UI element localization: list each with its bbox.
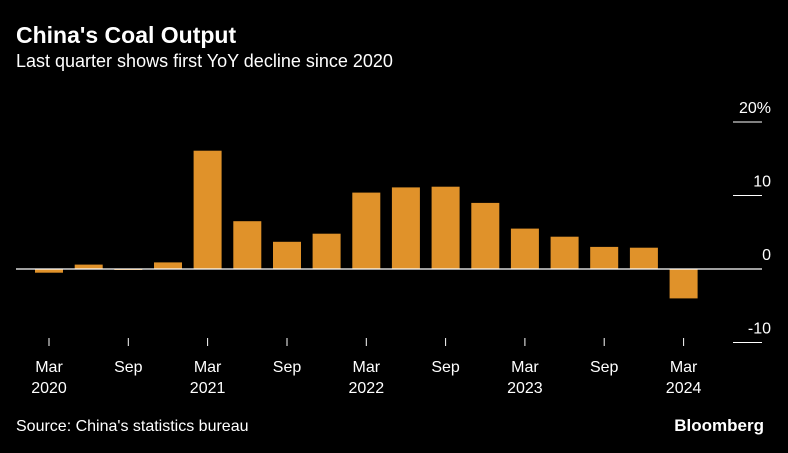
y-axis: 20% 10 0 -10	[733, 100, 771, 343]
bar-jun-2023	[550, 236, 579, 269]
y-tick-label: -10	[748, 321, 771, 338]
bar-dec-2022	[471, 202, 500, 269]
x-tick-year-label: 2022	[349, 380, 385, 397]
x-tick-month-label: Mar	[511, 359, 539, 376]
bar-sep-2023	[590, 246, 619, 269]
x-tick-month-label: Mar	[353, 359, 381, 376]
bar-dec-2020	[154, 262, 182, 269]
x-tick-month-label: Sep	[273, 359, 302, 376]
bar-mar-2023	[510, 228, 539, 269]
bar-jun-2020	[74, 264, 103, 269]
source-note: Source: China's statistics bureau	[16, 418, 249, 435]
bar-sep-2021	[273, 241, 301, 269]
x-axis: Mar 2020 Sep Mar 2021 Sep Mar 2022 Sep Mar 2023 Sep…	[31, 338, 701, 397]
chart-subtitle: Last quarter shows first YoY decline sin…	[16, 51, 393, 71]
x-tick-year-label: 2024	[666, 380, 702, 397]
bar-dec-2023	[629, 247, 658, 269]
x-tick-month-label: Mar	[194, 359, 222, 376]
bar-dec-2021	[312, 233, 341, 269]
bar-mar-2021	[193, 150, 222, 269]
y-tick-label: 0	[762, 247, 771, 264]
y-tick-label: 10	[753, 174, 771, 191]
bar-jun-2021	[233, 221, 262, 269]
x-tick-year-label: 2021	[190, 380, 226, 397]
bars-group	[35, 150, 698, 299]
x-tick-year-label: 2023	[507, 380, 543, 397]
bar-mar-2022	[352, 192, 381, 269]
bar-mar-2024	[669, 269, 698, 299]
x-tick-month-label: Mar	[35, 359, 63, 376]
x-tick-month-label: Sep	[114, 359, 143, 376]
bar-sep-2022	[431, 186, 460, 269]
x-tick-month-label: Sep	[431, 359, 460, 376]
chart-title: China's Coal Output	[16, 22, 237, 48]
x-tick-year-label: 2020	[31, 380, 67, 397]
x-tick-month-label: Sep	[590, 359, 619, 376]
x-tick-month-label: Mar	[670, 359, 698, 376]
bloomberg-logo: Bloomberg	[674, 416, 764, 435]
bar-mar-2020	[35, 269, 63, 273]
y-tick-label: 20%	[739, 100, 771, 117]
bar-jun-2022	[391, 187, 420, 269]
